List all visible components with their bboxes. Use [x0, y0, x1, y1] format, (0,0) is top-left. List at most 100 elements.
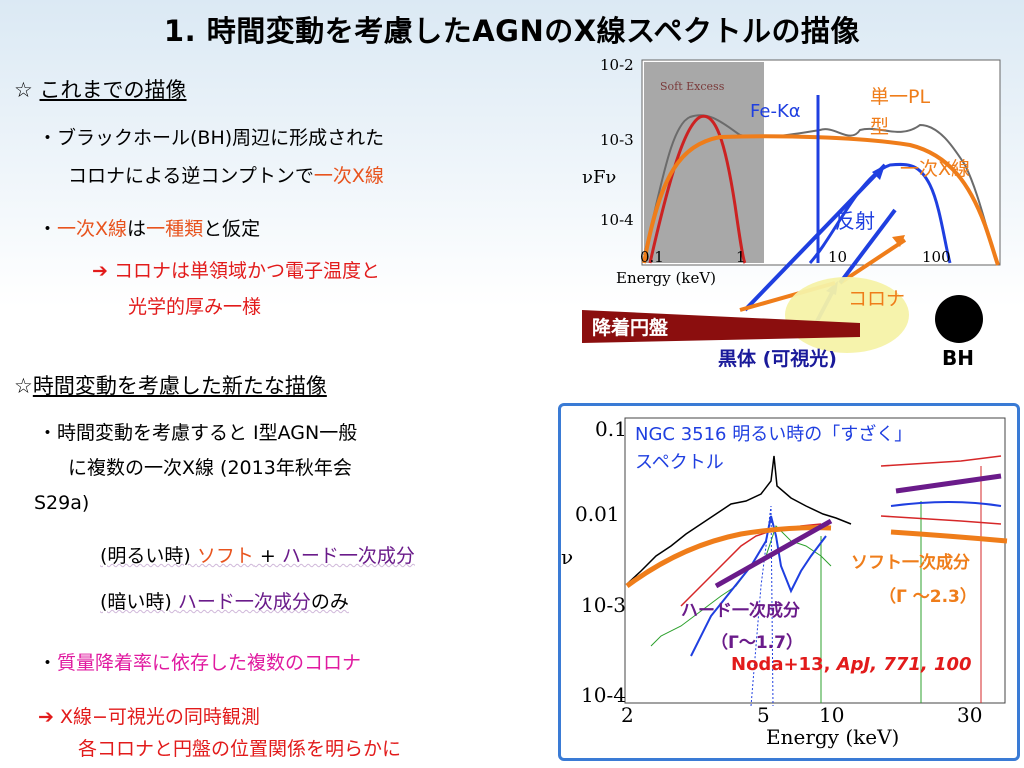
reflection-label: 反射 [835, 209, 875, 233]
s2-dark-line: (暗い時) ハード一次成分のみ [100, 589, 349, 615]
plot-frame-2 [624, 417, 1006, 704]
s1-bullet1-line2: コロナによる逆コンプトンで一次X線 [68, 163, 384, 189]
blue-arrow-3 [838, 208, 897, 285]
star-icon: ☆ [14, 78, 33, 102]
hard-gamma-label: （Γ〜1.7） [711, 632, 803, 653]
s2-bullet2: ・質量降着率に依存した複数のコロナ [38, 650, 361, 676]
s1-bullet1-text: コロナによる逆コンプトンで [68, 165, 314, 187]
s2-final-text1: X線−可視光の同時観測 [59, 706, 260, 728]
s1-conclusion-text1: コロナは単領域かつ電子温度と [113, 260, 380, 282]
caption-line2: スペクトル [635, 452, 724, 473]
y-tick-b: 0.01 [575, 502, 620, 526]
model-blue-hard [890, 501, 1002, 507]
arrow-right-icon: ➔ [38, 706, 54, 728]
s2-bright-line: (明るい時) ソフト + ハード一次成分 [100, 543, 415, 569]
x-tick-1: 0.1 [640, 248, 664, 266]
s2-bullet1-line3: S29a) [34, 492, 90, 514]
bh-label: BH [942, 346, 974, 370]
x-tick-d: 30 [957, 703, 982, 727]
s2-final-line2: 各コロナと円盤の位置関係を明らかに [78, 738, 402, 760]
blackbody-label: 黒体 (可視光) [718, 347, 837, 370]
s1-primary-xray-2: 一次X線 [57, 218, 128, 240]
hard-component-label: ハード一次成分 [681, 600, 800, 621]
reference-label: Noda+13, ApJ, 771, 100 [731, 654, 972, 675]
s2-bullet1-line1: ・時間変動を考慮すると I型AGN一般 [38, 422, 358, 444]
s1-conclusion-line1: ➔ コロナは単領域かつ電子温度と [92, 258, 380, 284]
section1-heading-text: これまでの描像 [39, 78, 187, 102]
s1-assumed: と仮定 [203, 218, 261, 240]
soft-gamma-label: （Γ 〜2.3） [879, 586, 977, 607]
accretion-disk [582, 310, 860, 343]
only-text: のみ [310, 591, 349, 613]
dark-label: (暗い時) [100, 591, 178, 613]
s1-bullet2: ・一次X線は一種類と仮定 [38, 216, 260, 242]
soft-text: ソフト [196, 545, 254, 567]
x-axis-label: Energy (keV) [616, 269, 716, 287]
s1-one-kind: 一種類 [146, 218, 204, 240]
primary-xray-label: 一次X線 [900, 158, 970, 180]
x-tick-a: 2 [621, 703, 634, 727]
data-black [626, 455, 852, 585]
page-title: 1. 時間変動を考慮したAGNのX線スペクトルの描像 [163, 14, 861, 48]
y-tick-3: 10-4 [600, 211, 634, 229]
hard-text: ハード一次成分 [281, 545, 415, 567]
y-tick-1: 10-2 [600, 56, 634, 74]
fe-label: Fe-Kα [750, 101, 801, 122]
data-red-hard-2 [880, 515, 1002, 525]
bullet-dot: ・ [38, 218, 58, 240]
single-pl-label: 単一PL [870, 86, 930, 108]
star-icon: ☆ [14, 374, 33, 398]
single-pl-label-2: 型 [870, 116, 889, 138]
total-spectrum-curve [643, 114, 999, 264]
black-hole [935, 295, 983, 343]
arrowhead [872, 165, 885, 180]
s2-final-line1: ➔ X線−可視光の同時観測 [38, 704, 260, 730]
y-tick-2: 10-3 [600, 131, 634, 149]
section2-heading: ☆時間変動を考慮した新たな描像 [14, 370, 327, 400]
reference-journal: ApJ, 771, 100 [835, 654, 972, 675]
hard-component [714, 518, 833, 589]
section2-heading-text: 時間変動を考慮した新たな描像 [32, 374, 327, 398]
schematic-svg: Soft Excess 10-2 10-3 10-4 νFν 0.1 1 10 … [582, 56, 1001, 370]
ngc3516-svg: 0.1 0.01 10-3 10-4 νFν 2 5 10 30 Energy … [535, 417, 1008, 749]
figure-schematic: Soft Excess 10-2 10-3 10-4 νFν 0.1 1 10 … [560, 55, 1024, 400]
bullet-dot: ・ [38, 652, 58, 674]
s1-text-ha: は [127, 218, 147, 240]
figure-ngc3516: 0.1 0.01 10-3 10-4 νFν 2 5 10 30 Energy … [535, 403, 1020, 761]
plus-text: + [253, 545, 282, 567]
y-tick-d: 10-4 [581, 683, 626, 707]
x-tick-b: 5 [757, 703, 770, 727]
s1-bullet1-line1: ・ブラックホール(BH)周辺に形成された [38, 127, 385, 149]
soft-component-label: ソフト一次成分 [851, 552, 970, 573]
disk-label: 降着円盤 [592, 316, 669, 339]
soft-excess-label: Soft Excess [660, 80, 725, 93]
reference-authors: Noda+13, [731, 654, 837, 675]
bright-label: (明るい時) [100, 545, 197, 567]
s1-conclusion-line2: 光学的厚み一様 [128, 296, 262, 318]
caption-line1: NGC 3516 明るい時の「すざく」 [635, 423, 912, 445]
x-tick-3: 10 [828, 248, 847, 266]
reflection-curve [808, 162, 952, 264]
data-red-hard [880, 455, 1002, 467]
primary-pl-curve [642, 134, 1000, 266]
multiple-coronae-text: 質量降着率に依存した複数のコロナ [57, 652, 362, 674]
s2-bullet1-line2: に複数の一次X線 (2013年秋年会 [68, 457, 352, 479]
y-axis-label: νFν [582, 167, 616, 188]
blue-arrow-1 [743, 163, 887, 312]
orange-arrow-2 [838, 238, 907, 285]
y-axis-label-2: νFν [561, 545, 573, 569]
y-tick-c: 10-3 [581, 593, 626, 617]
soft-component-hard [890, 529, 1008, 544]
model-blue-line [750, 505, 774, 707]
x-tick-4: 100 [922, 248, 951, 266]
x-tick-2: 1 [736, 248, 746, 266]
x-axis-label-2: Energy (keV) [766, 725, 899, 749]
arrowhead [892, 235, 905, 247]
y-tick-a: 0.1 [595, 417, 627, 441]
s1-primary-xray: 一次X線 [313, 165, 384, 187]
x-tick-c: 10 [819, 703, 844, 727]
hard-text-2: ハード一次成分 [177, 591, 311, 613]
section1-heading: ☆ これまでの描像 [14, 74, 187, 104]
soft-component [625, 525, 832, 589]
corona-label: コロナ [848, 288, 905, 310]
